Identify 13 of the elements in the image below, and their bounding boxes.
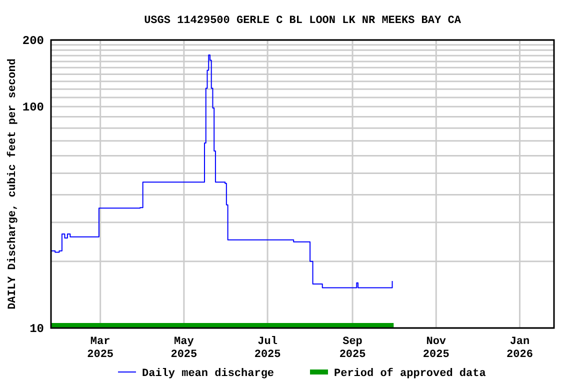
legend-label: Period of approved data — [334, 367, 486, 380]
y-tick-label: 200 — [22, 34, 44, 48]
y-axis-title: DAILY Discharge, cubic feet per second — [6, 58, 19, 310]
chart-title: USGS 11429500 GERLE C BL LOON LK NR MEEKS BAY CA — [144, 15, 462, 27]
x-tick-label: Jul 2025 — [254, 336, 282, 361]
x-tick-label: Nov 2025 — [422, 336, 450, 361]
x-tick-label: Sep 2025 — [339, 336, 366, 361]
y-tick-label: 10 — [30, 322, 44, 336]
legend-label: Daily mean discharge — [142, 368, 274, 380]
y-tick-label: 100 — [22, 100, 44, 115]
x-tick-label: May 2025 — [170, 336, 198, 361]
x-tick-label: Jan 2026 — [506, 336, 533, 361]
x-tick-label: Mar 2025 — [87, 336, 114, 361]
